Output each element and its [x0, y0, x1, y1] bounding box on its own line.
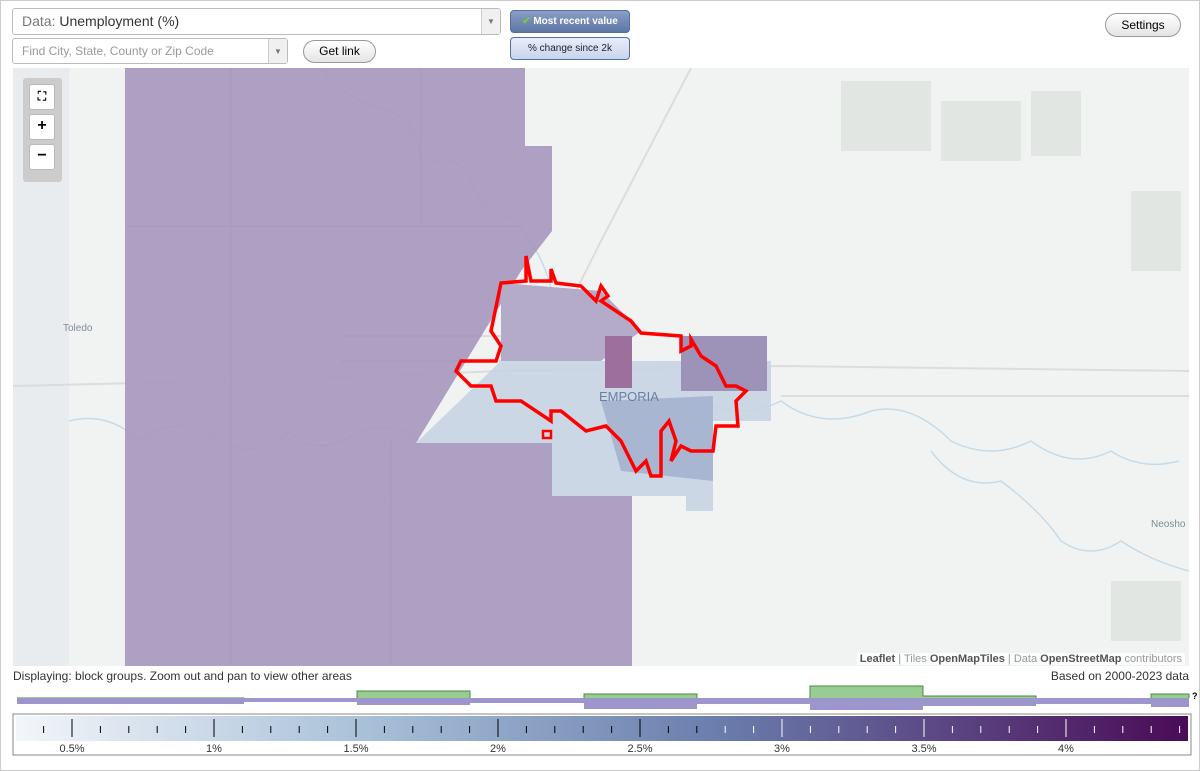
data-value: Unemployment (%) [59, 13, 180, 29]
scale-label: 2.5% [627, 743, 652, 755]
histogram [17, 685, 1190, 710]
color-scale [16, 716, 1188, 741]
tiles-link[interactable]: OpenMapTiles [929, 653, 1005, 665]
change-toggle[interactable]: % change since 2k [510, 37, 630, 60]
osm-link[interactable]: OpenStreetMap [1040, 653, 1122, 665]
attr-text: Data [1013, 653, 1038, 665]
check-icon: ✔ [522, 16, 531, 27]
scale-label: 1% [206, 743, 222, 755]
data-select[interactable]: Data: Unemployment (%) ▼ [12, 8, 501, 35]
scale-label: 1.5% [343, 743, 368, 755]
map[interactable]: Toledo EMPORIA Neosho I [13, 68, 1189, 666]
city-outline [453, 255, 749, 478]
dropdown-arrow: ▼ [481, 9, 500, 34]
displaying-note: Displaying: block groups. Zoom out and p… [13, 669, 352, 683]
scale-label: 4% [1058, 743, 1074, 755]
dropdown-arrow: ▼ [268, 39, 287, 63]
boundaries [125, 68, 521, 666]
city-outline [541, 429, 553, 440]
search-input[interactable]: Find City, State, County or Zip Code ▼ [12, 38, 288, 64]
region-top [605, 336, 632, 388]
scale-label: 3% [774, 743, 790, 755]
parks [841, 81, 1181, 641]
most-recent-toggle[interactable]: ✔ Most recent value [510, 10, 630, 33]
attr-text: contributors [1124, 653, 1182, 665]
zoom-out-button[interactable]: − [29, 144, 55, 170]
map-controls: ⛶ + − [23, 78, 62, 182]
scale-label: 3.5% [911, 743, 936, 755]
attribution: Leaflet | Tiles OpenMapTiles | Data Open… [856, 653, 1185, 665]
place-label: Neosho I [1151, 519, 1189, 530]
scale-label: 2% [490, 743, 506, 755]
attr-text: Tiles [903, 653, 927, 665]
region-high [125, 68, 632, 666]
most-recent-label: Most recent value [533, 16, 618, 27]
place-label: Toledo [63, 323, 93, 334]
zoom-in-button[interactable]: + [29, 114, 55, 140]
search-placeholder: Find City, State, County or Zip Code [22, 44, 214, 58]
settings-button[interactable]: Settings [1105, 13, 1181, 37]
data-label: Data: [22, 13, 56, 29]
help-icon[interactable]: ? [1192, 691, 1198, 701]
fullscreen-button[interactable]: ⛶ [29, 84, 55, 110]
scale-label: 0.5% [59, 743, 84, 755]
get-link-button[interactable]: Get link [303, 40, 376, 63]
leaflet-link[interactable]: Leaflet [859, 653, 896, 665]
based-on-note: Based on 2000-2023 data [1050, 669, 1189, 683]
legend: ? 0.5% 1% 1.5% 2% 2.5% 3% 3.5% 4% [12, 685, 1198, 756]
place-label: EMPORIA [599, 389, 659, 404]
